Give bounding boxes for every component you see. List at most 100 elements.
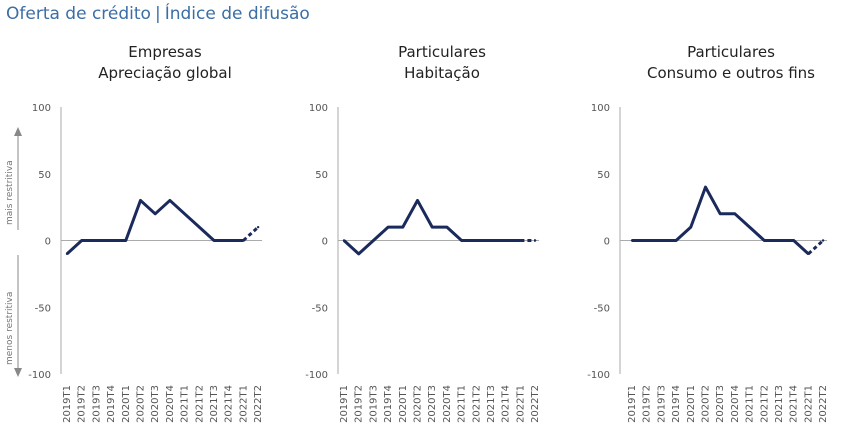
x-tick-label: 2019T3 [91, 385, 102, 423]
data-point [342, 239, 346, 242]
up-arrow-icon [14, 127, 22, 136]
x-tick-label: 2020T2 [136, 385, 147, 423]
annotation-up-label: mais restritiva [5, 160, 15, 225]
x-tick-label: 2021T3 [774, 385, 785, 423]
x-tick-label: 2022T1 [238, 385, 249, 423]
x-tick-label: 2019T1 [627, 385, 638, 423]
data-point [65, 252, 69, 256]
panel-subtitle: Apreciação global [98, 64, 232, 82]
y-tick-label: 50 [38, 170, 51, 181]
data-point [821, 239, 825, 242]
data-point [489, 239, 493, 242]
x-tick-label: 2019T2 [642, 385, 653, 423]
panel-subtitle: Consumo e outros fins [647, 64, 815, 82]
data-point [386, 225, 390, 229]
data-point [416, 199, 419, 202]
data-point [674, 239, 678, 242]
x-tick-label: 2019T3 [656, 385, 667, 423]
chart-panel-1: Empresas Apreciação global 100 50 0 -50 -100 20… [28, 43, 264, 423]
y-tick-label: -100 [305, 370, 328, 381]
x-tick-label: 2019T4 [671, 385, 682, 423]
header-separator: | [154, 4, 161, 24]
y-tick-label: 0 [604, 237, 610, 248]
y-tick-label: -100 [28, 370, 51, 381]
chart-panel-3: Particulares Consumo e outros fins 100 50 0 -… [587, 43, 829, 423]
x-tick-label: 2020T4 [730, 385, 741, 423]
chart-panel-2: Particulares Habitação 100 50 0 -50 -100 2019T1… [305, 43, 541, 423]
x-tick-label: 2020T1 [398, 385, 409, 423]
data-point [792, 239, 795, 242]
x-tick-label: 2021T3 [209, 385, 220, 423]
restriction-annotation: mais restritiva menos restritiva [5, 127, 22, 377]
data-point [80, 239, 83, 242]
x-tick-label: 2020T4 [442, 385, 453, 423]
data-point [242, 239, 245, 242]
series-line-dashed [242, 226, 260, 242]
data-point [460, 239, 463, 242]
data-point [372, 239, 375, 242]
x-tick-label: 2020T1 [121, 385, 132, 423]
x-tick-label: 2022T1 [515, 385, 526, 423]
data-point [689, 225, 692, 229]
x-tick-label: 2019T3 [368, 385, 379, 423]
y-tick-label: 0 [45, 237, 51, 248]
y-tick-label: 100 [591, 103, 610, 114]
data-point [124, 239, 128, 242]
data-point [139, 199, 142, 202]
x-tick-label: 2021T2 [194, 385, 205, 423]
y-tick-label: 100 [32, 103, 51, 114]
data-point [704, 185, 707, 189]
x-tick-label: 2020T3 [715, 385, 726, 423]
x-tick-label: 2022T2 [530, 385, 541, 423]
panel-title: Particulares [398, 43, 486, 61]
data-point [183, 212, 186, 215]
header-subtitle: Índice de difusão [164, 4, 310, 24]
data-point [109, 239, 113, 242]
x-tick-label: 2021T4 [501, 385, 512, 423]
data-point [807, 252, 810, 256]
data-point [227, 239, 230, 242]
y-tick-label: 50 [597, 170, 610, 181]
data-point [733, 212, 737, 215]
x-tick-label: 2020T3 [150, 385, 161, 423]
data-point [763, 239, 766, 242]
x-tick-label: 2020T1 [686, 385, 697, 423]
series-line [632, 185, 810, 255]
y-tick-label: 0 [322, 237, 328, 248]
data-point [445, 225, 449, 229]
x-tick-label: 2021T1 [180, 385, 191, 423]
x-tick-label: 2022T2 [818, 385, 829, 423]
panel-title: Empresas [128, 43, 202, 61]
page-header: Oferta de crédito | Índice de difusão [6, 4, 310, 24]
x-tick-label: 2022T2 [253, 385, 264, 423]
x-tick-label: 2021T4 [224, 385, 235, 423]
y-tick-label: -50 [35, 303, 51, 314]
series-line-dashed [807, 239, 825, 255]
series-line [65, 198, 244, 255]
data-point [519, 239, 522, 242]
y-tick-label: -100 [587, 370, 610, 381]
y-tick-label: 100 [309, 103, 328, 114]
x-tick-label: 2020T2 [701, 385, 712, 423]
data-point [630, 239, 634, 242]
data-point [475, 239, 478, 242]
data-point [777, 239, 781, 242]
data-point [719, 212, 722, 215]
data-point [533, 239, 537, 242]
data-point [431, 225, 434, 229]
x-tick-label: 2019T1 [339, 385, 350, 423]
x-tick-label: 2019T4 [106, 385, 117, 423]
header-title: Oferta de crédito [6, 4, 151, 24]
data-point [504, 239, 507, 242]
y-tick-label: 50 [315, 170, 328, 181]
data-point [401, 225, 404, 229]
x-tick-label: 2020T4 [165, 385, 176, 423]
data-point [645, 239, 648, 242]
down-arrow-icon [14, 368, 22, 377]
panel-subtitle: Habitação [404, 64, 480, 82]
x-tick-label: 2020T2 [413, 385, 424, 423]
x-tick-label: 2019T4 [383, 385, 394, 423]
data-point [212, 239, 216, 242]
y-tick-label: -50 [594, 303, 610, 314]
